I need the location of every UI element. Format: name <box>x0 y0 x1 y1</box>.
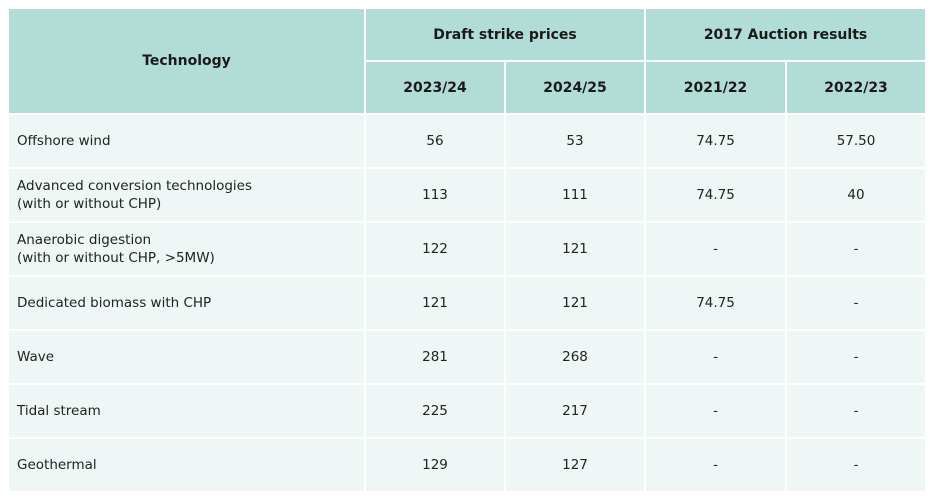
technology-label: Anaerobic digestion <box>17 232 152 248</box>
value-cell: - <box>785 383 928 439</box>
technology-label: Advanced conversion technologies <box>17 178 253 194</box>
value-cell: 225 <box>364 383 506 439</box>
technology-cell: Dedicated biomass with CHP <box>7 275 366 331</box>
table-row: Tidal stream 225 217 - - <box>7 383 928 439</box>
auction-results-header: 2017 Auction results <box>644 7 928 62</box>
value-cell: - <box>785 437 928 493</box>
technology-sublabel: (with or without CHP) <box>17 196 162 212</box>
technology-column-header: Technology <box>7 7 366 115</box>
draft-strike-prices-header: Draft strike prices <box>363 7 647 62</box>
value-cell: - <box>785 275 928 331</box>
technology-cell: Tidal stream <box>7 383 366 439</box>
value-cell: 53 <box>503 113 647 169</box>
value-cell: - <box>644 383 788 439</box>
table-row: Offshore wind 56 53 74.75 57.50 <box>7 113 928 169</box>
value-cell: 121 <box>503 275 647 331</box>
value-cell: 74.75 <box>644 113 788 169</box>
year-column-header: 2022/23 <box>785 60 928 115</box>
technology-cell: Advanced conversion technologies (with o… <box>7 167 366 223</box>
header-years-row: 2023/24 2024/25 2021/22 2022/23 <box>8 60 928 115</box>
value-cell: 40 <box>785 167 928 223</box>
table-row: Advanced conversion technologies (with o… <box>7 167 928 223</box>
value-cell: 74.75 <box>644 275 788 331</box>
year-column-header: 2021/22 <box>644 60 788 115</box>
value-cell: 281 <box>364 329 506 385</box>
technology-label: Geothermal <box>17 457 97 473</box>
value-cell: 121 <box>503 221 647 277</box>
value-cell: 129 <box>364 437 506 493</box>
value-cell: - <box>785 329 928 385</box>
header-group-row: Technology Draft strike prices 2017 Auct… <box>7 7 928 115</box>
table-row: Dedicated biomass with CHP 121 121 74.75… <box>7 275 928 331</box>
value-cell: 127 <box>503 437 647 493</box>
table-row: Anaerobic digestion (with or without CHP… <box>7 221 928 277</box>
value-cell: 121 <box>364 275 506 331</box>
value-cell: 122 <box>364 221 506 277</box>
value-cell: 56 <box>364 113 506 169</box>
technology-label: Dedicated biomass with CHP <box>17 295 212 311</box>
value-cell: 113 <box>364 167 506 223</box>
year-column-header: 2023/24 <box>364 60 506 115</box>
technology-cell: Geothermal <box>7 437 366 493</box>
technology-cell: Offshore wind <box>7 113 366 169</box>
technology-label: Tidal stream <box>17 403 101 419</box>
value-cell: - <box>644 221 788 277</box>
table-row: Wave 281 268 - - <box>7 329 928 385</box>
table-header: Technology Draft strike prices 2017 Auct… <box>7 7 928 115</box>
table-row: Geothermal 129 127 - - <box>7 437 928 493</box>
value-cell: 74.75 <box>644 167 788 223</box>
value-cell: - <box>644 329 788 385</box>
table-body: Offshore wind 56 53 74.75 57.50 Advanced… <box>7 113 928 493</box>
technology-cell: Anaerobic digestion (with or without CHP… <box>7 221 366 277</box>
value-cell: - <box>785 221 928 277</box>
value-cell: - <box>644 437 788 493</box>
value-cell: 111 <box>503 167 647 223</box>
value-cell: 57.50 <box>785 113 928 169</box>
value-cell: 268 <box>503 329 647 385</box>
technology-label: Offshore wind <box>17 133 111 149</box>
technology-label: Wave <box>17 349 55 365</box>
technology-cell: Wave <box>7 329 366 385</box>
year-column-header: 2024/25 <box>503 60 647 115</box>
strike-price-table: Technology Draft strike prices 2017 Auct… <box>7 7 928 493</box>
value-cell: 217 <box>503 383 647 439</box>
technology-sublabel: (with or without CHP, >5MW) <box>17 250 215 266</box>
